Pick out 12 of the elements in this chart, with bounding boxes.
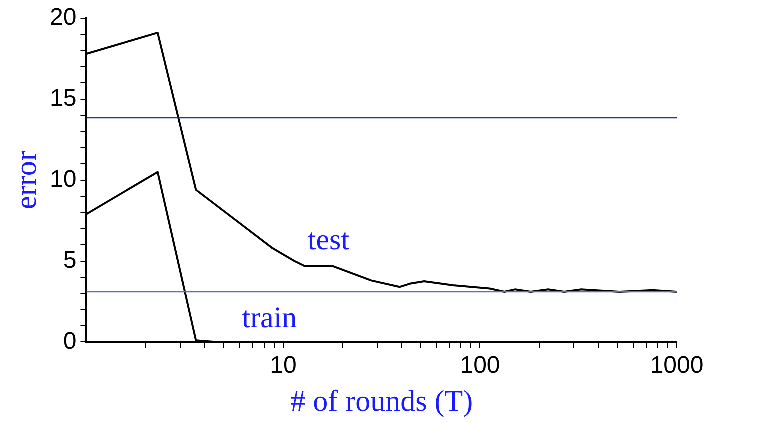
y-tick-label: 20	[50, 4, 77, 32]
y-axis-title: error	[10, 151, 43, 210]
x-tick-label: 100	[460, 352, 500, 380]
y-tick-label: 15	[50, 84, 77, 112]
y-tick-label: 10	[50, 166, 77, 193]
x-tick-label: 10	[270, 352, 297, 380]
y-tick-label: 0	[63, 328, 77, 355]
x-tick-label: 1000	[650, 352, 704, 380]
series-label: test	[308, 224, 350, 257]
y-tick-label: 5	[63, 246, 77, 274]
series-label: train	[242, 301, 298, 334]
x-axis-title: # of rounds (T)	[290, 384, 474, 418]
